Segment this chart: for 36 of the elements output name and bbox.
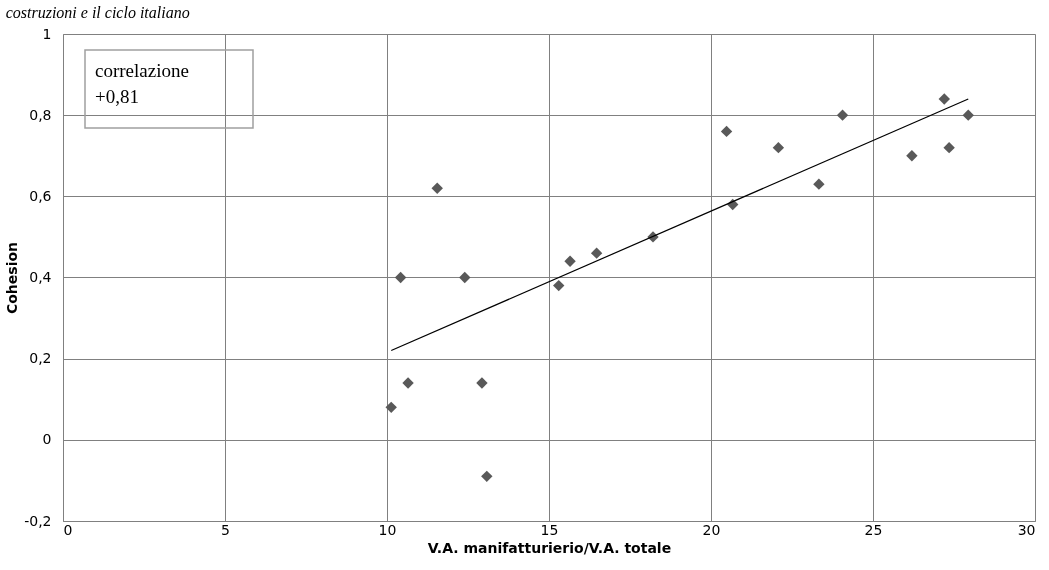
y-tick-label: 1 bbox=[42, 25, 52, 42]
point bbox=[962, 109, 974, 121]
y-tick-label: 0,8 bbox=[29, 106, 52, 123]
x-tick-label: 20 bbox=[702, 521, 721, 538]
point bbox=[385, 401, 397, 414]
point bbox=[943, 141, 955, 154]
point bbox=[564, 255, 576, 267]
x-tick-label: 10 bbox=[378, 521, 397, 538]
point bbox=[431, 182, 443, 194]
annotation: correlazione +0,81 bbox=[95, 60, 189, 107]
point bbox=[938, 93, 950, 105]
chart-title: costruzioni e il ciclo italiano bbox=[5, 4, 190, 21]
point bbox=[553, 279, 565, 292]
point bbox=[772, 141, 785, 154]
y-tick-label: 0,4 bbox=[29, 269, 52, 285]
point bbox=[481, 470, 493, 483]
x-tick-label: 25 bbox=[864, 521, 883, 538]
y-tick-label: -0,2 bbox=[24, 512, 52, 529]
x-tick-label: 15 bbox=[540, 521, 559, 538]
point bbox=[720, 125, 733, 138]
y-tick-label: 0 bbox=[42, 431, 52, 448]
x-axis-title: V.A. manifatturierio/V.A. totale bbox=[427, 539, 672, 556]
y-axis-title: Cohesion bbox=[4, 241, 21, 315]
x-tick-label: 30 bbox=[1017, 521, 1036, 538]
x-tick-label: 0 bbox=[63, 521, 73, 538]
x-tick-label: 5 bbox=[221, 521, 230, 538]
point bbox=[402, 377, 414, 389]
point bbox=[813, 178, 825, 190]
point bbox=[459, 271, 471, 284]
point bbox=[836, 109, 849, 121]
y-tick-label: 0,6 bbox=[29, 187, 52, 204]
point bbox=[590, 247, 603, 259]
point bbox=[906, 150, 918, 162]
point bbox=[394, 271, 407, 284]
point bbox=[476, 377, 488, 389]
y-tick-label: 0,2 bbox=[29, 350, 52, 367]
